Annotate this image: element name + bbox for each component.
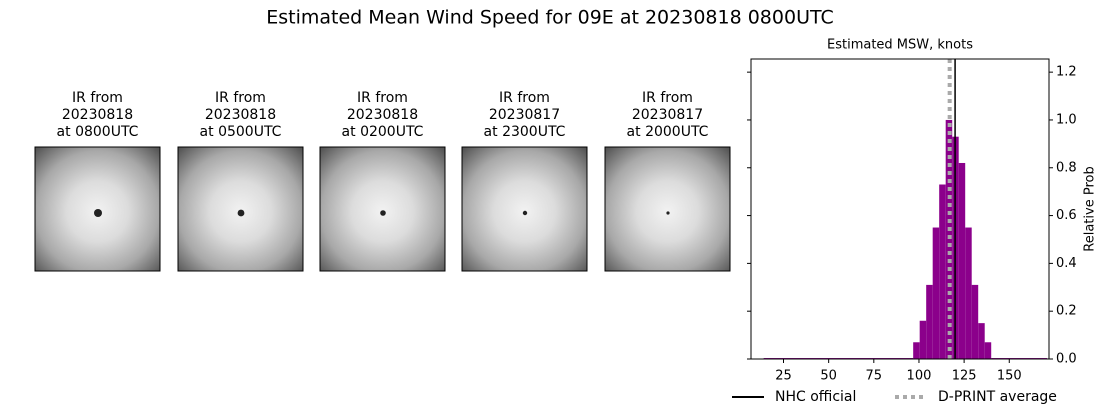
y-tick-label: 0.0 xyxy=(1056,352,1077,367)
bar xyxy=(926,284,933,359)
panel-caption: at 0800UTC xyxy=(57,124,139,140)
histogram-chart: Estimated MSW, knots NHC official D-PRINT … xyxy=(732,38,1098,405)
panel-caption: IR from xyxy=(357,90,408,106)
legend-label: NHC official xyxy=(775,389,856,405)
x-tick-label: 75 xyxy=(866,369,883,384)
panel-caption: 20230817 xyxy=(632,107,703,123)
y-tick-label: 0.2 xyxy=(1056,304,1077,319)
panel-caption: 20230817 xyxy=(489,107,560,123)
bar xyxy=(932,227,940,359)
panel-caption: at 2000UTC xyxy=(627,124,709,140)
bar xyxy=(958,162,966,359)
bar xyxy=(913,342,920,359)
panel-caption: at 2300UTC xyxy=(484,124,566,140)
panel-caption: 20230818 xyxy=(205,107,276,123)
storm-eye xyxy=(666,211,670,215)
legend-label: D-PRINT average xyxy=(938,389,1057,405)
storm-eye xyxy=(237,209,245,217)
x-tick-label: 125 xyxy=(952,369,977,384)
y-tick-label: 0.8 xyxy=(1056,160,1077,175)
panel-caption: IR from xyxy=(72,90,123,106)
ir-image xyxy=(604,146,731,272)
ir-image xyxy=(461,146,588,272)
x-tick-label: 100 xyxy=(907,369,932,384)
y-tick-label: 1.2 xyxy=(1056,65,1077,80)
ir-image xyxy=(319,146,446,272)
y-tick-label: 1.0 xyxy=(1056,112,1077,127)
panel-caption: 20230818 xyxy=(347,107,418,123)
storm-eye xyxy=(522,210,528,216)
bar xyxy=(939,184,946,359)
bar xyxy=(984,342,992,359)
bar xyxy=(945,119,953,359)
storm-eye xyxy=(94,209,102,217)
x-tick-label: 25 xyxy=(775,369,792,384)
panel-caption: at 0200UTC xyxy=(342,124,424,140)
ir-image xyxy=(177,146,304,272)
bar xyxy=(919,320,927,359)
bar xyxy=(971,284,979,359)
bar xyxy=(965,227,972,359)
panel-caption: at 0500UTC xyxy=(200,124,282,140)
figure-title: Estimated Mean Wind Speed for 09E at 202… xyxy=(266,7,834,29)
y-axis-label: Relative Prob xyxy=(1083,166,1098,251)
panel-caption: IR from xyxy=(499,90,550,106)
y-tick-label: 0.4 xyxy=(1056,256,1077,271)
storm-eye xyxy=(380,210,386,216)
x-tick-label: 50 xyxy=(820,369,837,384)
y-tick-label: 0.6 xyxy=(1056,208,1077,223)
panel-caption: IR from xyxy=(642,90,693,106)
plot-frame xyxy=(750,58,1050,360)
panel-caption: IR from xyxy=(215,90,266,106)
ir-image xyxy=(34,146,161,272)
bar xyxy=(978,323,985,359)
chart-title: Estimated MSW, knots xyxy=(827,38,973,53)
panel-caption: 20230818 xyxy=(62,107,133,123)
x-tick-label: 150 xyxy=(997,369,1022,384)
